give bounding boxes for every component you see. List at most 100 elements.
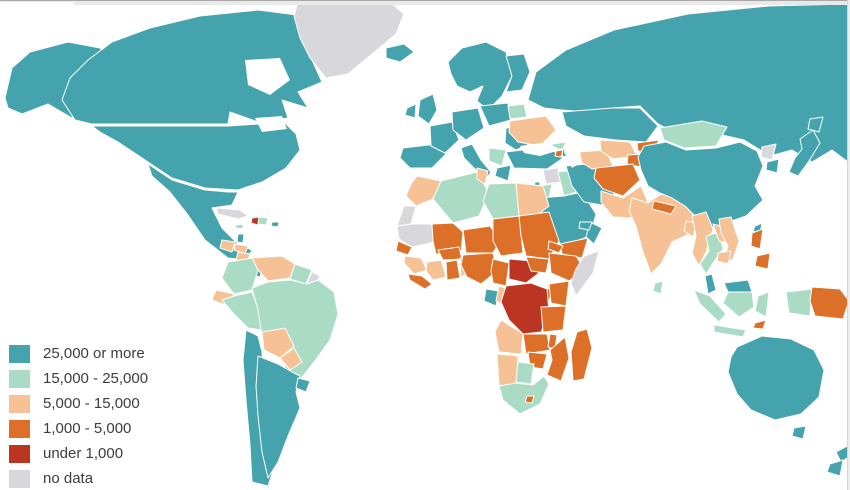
region-south-sudan[interactable] — [525, 256, 550, 274]
region-bolivia[interactable] — [261, 327, 295, 359]
region-senegal[interactable] — [395, 240, 413, 256]
region-mozambique[interactable] — [546, 336, 570, 382]
region-zambia[interactable] — [522, 333, 551, 355]
legend-item[interactable]: 1,000 - 5,000 — [9, 416, 148, 441]
region-france[interactable] — [429, 121, 460, 154]
region-paraguay[interactable] — [279, 347, 303, 371]
horizontal-scrollbar-thumb[interactable] — [0, 2, 74, 6]
legend-swatch-1000-5000[interactable] — [9, 419, 30, 438]
region-madagascar[interactable] — [570, 328, 593, 382]
region-china[interactable] — [637, 141, 764, 230]
region-kenya[interactable] — [548, 280, 570, 307]
region-finland[interactable] — [505, 53, 531, 93]
region-eritrea[interactable] — [547, 240, 564, 254]
region-belarus[interactable] — [507, 103, 528, 120]
region-armenia[interactable] — [554, 149, 564, 158]
region-jamaica[interactable] — [234, 223, 245, 230]
region-angola[interactable] — [494, 319, 524, 355]
region-papua-new-guinea[interactable] — [809, 286, 850, 320]
region-western-sahara[interactable] — [396, 205, 417, 227]
region-united-states[interactable] — [91, 121, 301, 191]
legend-swatch-under-1000[interactable] — [9, 444, 30, 463]
region-cote-divoire[interactable] — [425, 259, 447, 281]
region-east-timor[interactable] — [752, 319, 767, 330]
legend-swatch-15000-25000[interactable] — [9, 369, 30, 388]
region-uae[interactable] — [578, 221, 593, 231]
region-canada[interactable] — [61, 9, 336, 125]
region-argentina[interactable] — [255, 355, 301, 479]
region-myanmar[interactable] — [691, 211, 714, 267]
region-cameroon[interactable] — [490, 258, 510, 287]
region-lesotho[interactable] — [524, 395, 535, 404]
region-sierra-leone-liberia[interactable] — [407, 273, 433, 290]
region-sulawesi[interactable] — [754, 291, 770, 318]
region-tasmania[interactable] — [791, 425, 807, 440]
region-venezuela[interactable] — [251, 255, 296, 282]
region-india[interactable] — [628, 193, 695, 275]
region-greenland[interactable] — [293, 1, 405, 79]
region-philippines-luzon[interactable] — [750, 228, 764, 250]
region-guinea[interactable] — [403, 255, 428, 275]
legend-swatch-25000-or-more[interactable] — [9, 344, 30, 363]
region-tunisia[interactable] — [476, 167, 489, 185]
region-tanzania[interactable] — [540, 305, 567, 333]
region-nepal[interactable] — [651, 200, 677, 215]
region-borneo-malaysia[interactable] — [723, 279, 753, 293]
region-australia[interactable] — [727, 335, 825, 421]
vertical-scrollbar[interactable] — [847, 0, 850, 490]
region-java[interactable] — [713, 324, 747, 338]
region-british-isles[interactable] — [417, 93, 438, 125]
region-scandinavia[interactable] — [447, 41, 513, 111]
region-puerto-rico[interactable] — [270, 221, 280, 228]
legend-item[interactable]: 25,000 or more — [9, 341, 148, 366]
region-japan-honshu[interactable] — [788, 129, 821, 177]
region-gabon[interactable] — [483, 288, 500, 307]
legend-swatch-no-data[interactable] — [9, 469, 30, 488]
region-mali[interactable] — [431, 222, 464, 255]
legend-item[interactable]: under 1,000 — [9, 441, 148, 466]
region-cambodia[interactable] — [716, 250, 732, 265]
legend-item[interactable]: no data — [9, 466, 148, 490]
region-yemen[interactable] — [559, 237, 589, 259]
region-guatemala[interactable] — [219, 239, 236, 253]
region-kazakhstan[interactable] — [561, 107, 659, 143]
region-uruguay[interactable] — [295, 377, 311, 393]
region-japan-hokkaido[interactable] — [807, 116, 824, 133]
region-south-africa[interactable] — [498, 375, 550, 415]
region-nigeria[interactable] — [460, 252, 498, 285]
region-central-europe[interactable] — [451, 107, 485, 141]
region-poland-baltic[interactable] — [479, 102, 512, 127]
region-afghanistan[interactable] — [593, 163, 641, 197]
region-chad[interactable] — [492, 215, 524, 257]
region-north-korea[interactable] — [760, 143, 777, 161]
region-south-korea[interactable] — [765, 158, 780, 174]
region-libya[interactable] — [482, 182, 520, 220]
region-dominican-republic[interactable] — [257, 216, 269, 226]
region-balkans-west[interactable] — [488, 147, 507, 167]
region-west-papua[interactable] — [785, 288, 813, 317]
region-iceland[interactable] — [385, 43, 415, 63]
region-egypt[interactable] — [515, 182, 550, 217]
region-ghana[interactable] — [445, 259, 461, 281]
region-borneo-indonesia[interactable] — [722, 291, 755, 318]
region-belize[interactable] — [236, 233, 245, 244]
legend-item[interactable]: 15,000 - 25,000 — [9, 366, 148, 391]
region-mongolia[interactable] — [659, 120, 728, 149]
region-haiti[interactable] — [250, 216, 260, 226]
region-cuba[interactable] — [215, 207, 249, 220]
region-uzbekistan[interactable] — [599, 139, 638, 160]
region-sumatra[interactable] — [693, 289, 727, 323]
region-new-zealand-north[interactable] — [835, 445, 850, 463]
legend-swatch-5000-15000[interactable] — [9, 394, 30, 413]
region-somalia[interactable] — [570, 250, 600, 297]
region-ireland[interactable] — [404, 103, 417, 119]
region-greece[interactable] — [494, 164, 512, 182]
region-malaysia-peninsula[interactable] — [704, 273, 717, 295]
region-sri-lanka[interactable] — [652, 280, 664, 295]
legend-item[interactable]: 5,000 - 15,000 — [9, 391, 148, 416]
region-syria[interactable] — [542, 167, 562, 185]
region-philippines-mindanao[interactable] — [754, 252, 771, 270]
horizontal-scrollbar[interactable] — [0, 0, 850, 6]
region-botswana[interactable] — [515, 361, 535, 385]
region-new-zealand-south[interactable] — [826, 459, 844, 477]
